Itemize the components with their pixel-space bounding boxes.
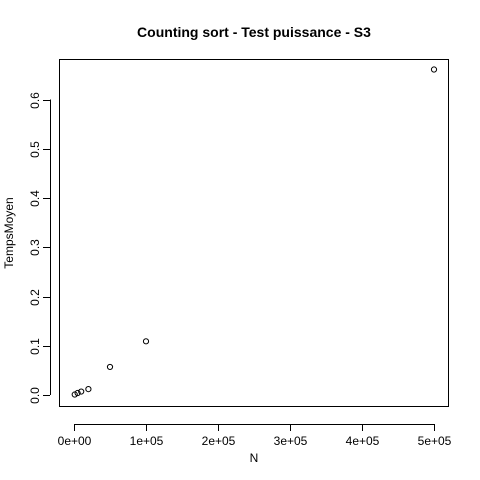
- y-tick-label: 0.0: [28, 387, 42, 404]
- y-tick-label: 0.5: [28, 141, 42, 158]
- x-tick-label: 3e+05: [274, 434, 308, 448]
- data-points: [71, 66, 438, 398]
- x-tick-label: 4e+05: [346, 434, 380, 448]
- x-tick-label: 5e+05: [418, 434, 452, 448]
- data-point: [106, 363, 114, 371]
- y-tick-label: 0.3: [28, 239, 42, 256]
- y-tick-label: 0.1: [28, 338, 42, 355]
- chart-title: Counting sort - Test puissance - S3: [137, 24, 371, 40]
- data-point: [78, 388, 85, 395]
- data-point: [142, 338, 150, 345]
- x-tick-label: 0e+00: [58, 434, 92, 448]
- y-axis-label: TempsMoyen: [2, 197, 16, 268]
- y-tick-label: 0.2: [28, 289, 42, 306]
- x-tick-label: 1e+05: [130, 434, 164, 448]
- y-tick-label: 0.6: [28, 92, 42, 109]
- data-point: [74, 389, 81, 397]
- y-tick-label: 0.4: [28, 190, 42, 207]
- y-axis: 0.0 0.1 0.2 0.3 0.4 0.5 0.6: [28, 92, 51, 404]
- x-axis: 0e+00 1e+05 2e+05 3e+05 4e+05 5e+05: [58, 424, 452, 448]
- x-tick-label: 2e+05: [202, 434, 236, 448]
- data-point: [430, 66, 438, 73]
- x-axis-label: N: [250, 451, 259, 465]
- plot-area: [59, 59, 449, 407]
- data-point: [85, 385, 92, 393]
